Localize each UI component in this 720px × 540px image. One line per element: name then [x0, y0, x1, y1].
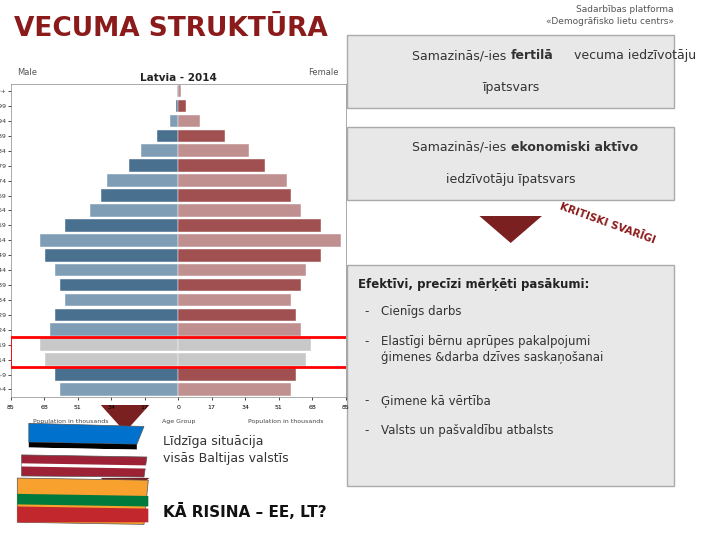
Bar	[129, 159, 179, 172]
FancyBboxPatch shape	[347, 265, 674, 486]
Bar	[179, 100, 186, 112]
Bar	[40, 339, 179, 351]
Bar	[179, 323, 301, 336]
Text: Elastīgi bērnu aprūpes pakalpojumi
ģimenes &darba dzīves saskaņošanai: Elastīgi bērnu aprūpes pakalpojumi ģimen…	[381, 335, 603, 364]
FancyBboxPatch shape	[347, 127, 674, 200]
Bar	[179, 383, 292, 396]
Polygon shape	[17, 494, 148, 507]
Bar	[60, 383, 179, 396]
Text: ekonomiski aktīvo: ekonomiski aktīvo	[510, 141, 638, 154]
Text: -: -	[365, 424, 369, 437]
Polygon shape	[17, 507, 148, 522]
Bar	[10, 338, 346, 367]
Bar	[179, 174, 287, 187]
Bar	[176, 100, 179, 112]
Text: Population in thousands: Population in thousands	[248, 419, 323, 424]
Bar	[60, 279, 179, 292]
Text: fertilā: fertilā	[510, 49, 554, 62]
Polygon shape	[101, 405, 149, 432]
Bar	[179, 204, 301, 217]
Bar	[179, 159, 265, 172]
Polygon shape	[29, 442, 137, 450]
Bar	[156, 130, 179, 142]
Bar	[50, 323, 179, 336]
Bar	[55, 368, 179, 381]
Bar	[89, 204, 179, 217]
Text: Age Group: Age Group	[161, 419, 195, 424]
Text: iedzīvotāju īpatsvars: iedzīvotāju īpatsvars	[446, 173, 575, 186]
Bar	[179, 279, 301, 292]
Bar	[179, 189, 292, 202]
Bar	[40, 234, 179, 247]
Text: Male: Male	[17, 69, 37, 77]
Bar	[55, 264, 179, 276]
Bar	[179, 339, 311, 351]
Text: Samazinās/-ies: Samazinās/-ies	[413, 141, 510, 154]
Bar	[45, 249, 179, 261]
Polygon shape	[29, 448, 137, 453]
Text: -: -	[365, 305, 369, 318]
Bar	[171, 114, 179, 127]
Text: Līdzīga situācija
visās Baltijas valstīs: Līdzīga situācija visās Baltijas valstīs	[163, 435, 289, 465]
Bar	[179, 353, 306, 366]
Polygon shape	[17, 478, 148, 524]
Text: Samazinās/-ies: Samazinās/-ies	[413, 49, 510, 62]
Bar	[179, 294, 292, 306]
Bar	[177, 85, 179, 98]
Text: īpatsvars: īpatsvars	[482, 81, 539, 94]
Bar	[179, 114, 200, 127]
Bar	[45, 353, 179, 366]
Polygon shape	[22, 463, 147, 469]
Text: Sadarbības platforma
«Demogrāfisko lietu centrs»: Sadarbības platforma «Demogrāfisko lietu…	[546, 5, 674, 26]
Title: Latvia - 2014: Latvia - 2014	[140, 73, 217, 83]
Polygon shape	[101, 478, 149, 500]
Text: Female: Female	[308, 69, 339, 77]
Bar	[65, 294, 179, 306]
Text: KĀ RISINA – EE, LT?: KĀ RISINA – EE, LT?	[163, 503, 327, 520]
Text: KRITISKI SVARĪGI: KRITISKI SVARĪGI	[558, 201, 657, 246]
Polygon shape	[22, 455, 147, 477]
Bar	[55, 308, 179, 321]
Bar	[179, 249, 321, 261]
Text: Cienīgs darbs: Cienīgs darbs	[381, 305, 462, 318]
Bar	[179, 145, 249, 157]
Bar	[179, 130, 225, 142]
Bar	[179, 368, 297, 381]
Text: Efektīvi, precīzi mērķēti pasākumi:: Efektīvi, precīzi mērķēti pasākumi:	[358, 278, 589, 291]
FancyBboxPatch shape	[347, 35, 674, 108]
Text: VECUMA STRUKTŪRA: VECUMA STRUKTŪRA	[14, 16, 328, 42]
Bar	[179, 234, 341, 247]
Text: Ģimene kā vērtība: Ģimene kā vērtība	[381, 394, 490, 407]
Bar	[65, 219, 179, 232]
Text: Population in thousands: Population in thousands	[33, 419, 109, 424]
Bar	[141, 145, 179, 157]
Polygon shape	[29, 423, 144, 444]
Bar	[179, 219, 321, 232]
Bar	[179, 85, 181, 98]
Text: Valsts un pašvaldību atbalsts: Valsts un pašvaldību atbalsts	[381, 424, 553, 437]
Polygon shape	[480, 216, 542, 243]
Bar	[107, 174, 179, 187]
Bar	[179, 264, 306, 276]
Text: -: -	[365, 335, 369, 348]
Bar	[102, 189, 179, 202]
Text: -: -	[365, 394, 369, 407]
Text: vecuma iedzīvotāju: vecuma iedzīvotāju	[570, 49, 696, 62]
Bar	[179, 308, 297, 321]
